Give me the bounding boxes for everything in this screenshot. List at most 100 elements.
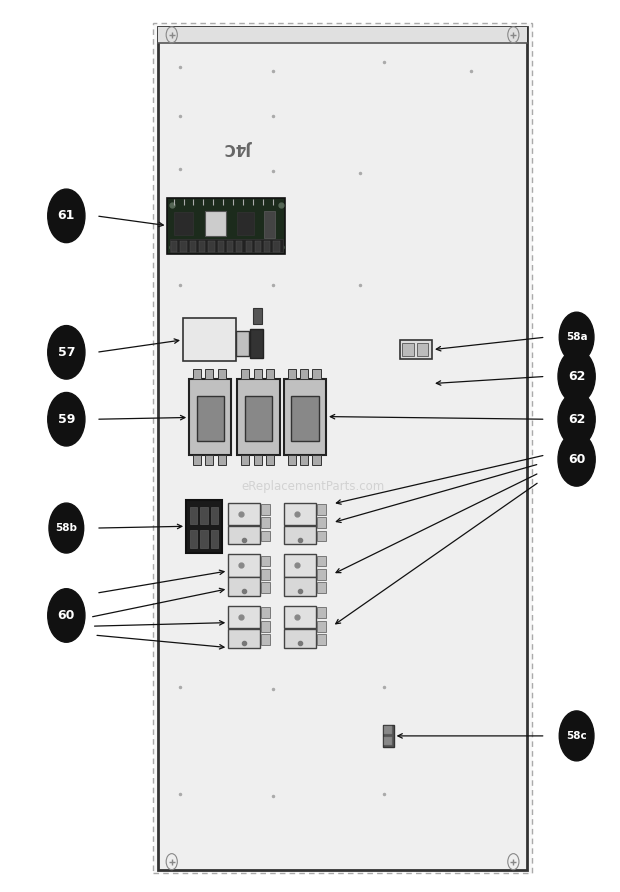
- Text: 60: 60: [568, 453, 585, 466]
- FancyBboxPatch shape: [273, 241, 280, 252]
- FancyBboxPatch shape: [284, 525, 316, 544]
- FancyBboxPatch shape: [253, 308, 262, 324]
- FancyBboxPatch shape: [384, 726, 392, 734]
- FancyBboxPatch shape: [288, 369, 296, 379]
- FancyBboxPatch shape: [197, 396, 224, 441]
- FancyBboxPatch shape: [158, 27, 527, 43]
- FancyBboxPatch shape: [284, 577, 316, 596]
- FancyBboxPatch shape: [261, 634, 270, 645]
- FancyBboxPatch shape: [300, 455, 308, 465]
- FancyBboxPatch shape: [255, 241, 261, 252]
- FancyBboxPatch shape: [241, 455, 249, 465]
- FancyBboxPatch shape: [153, 23, 532, 873]
- Text: J4C: J4C: [225, 140, 252, 154]
- FancyBboxPatch shape: [237, 379, 280, 455]
- Text: 57: 57: [58, 346, 75, 359]
- FancyBboxPatch shape: [317, 517, 326, 528]
- FancyBboxPatch shape: [261, 504, 270, 515]
- FancyBboxPatch shape: [317, 582, 326, 593]
- FancyBboxPatch shape: [317, 569, 326, 580]
- FancyBboxPatch shape: [261, 556, 270, 566]
- FancyBboxPatch shape: [284, 554, 316, 576]
- FancyBboxPatch shape: [261, 531, 270, 541]
- FancyBboxPatch shape: [193, 369, 201, 379]
- FancyBboxPatch shape: [236, 241, 242, 252]
- Text: 59: 59: [58, 413, 75, 425]
- FancyBboxPatch shape: [200, 530, 208, 548]
- FancyBboxPatch shape: [218, 241, 224, 252]
- FancyBboxPatch shape: [284, 502, 316, 524]
- FancyBboxPatch shape: [205, 211, 226, 236]
- FancyBboxPatch shape: [291, 396, 319, 441]
- Text: 58a: 58a: [566, 332, 587, 343]
- Text: 62: 62: [568, 370, 585, 383]
- FancyBboxPatch shape: [312, 455, 321, 465]
- FancyBboxPatch shape: [284, 629, 316, 648]
- FancyBboxPatch shape: [284, 379, 326, 455]
- FancyBboxPatch shape: [228, 606, 260, 628]
- FancyBboxPatch shape: [174, 212, 193, 235]
- FancyBboxPatch shape: [264, 211, 275, 238]
- FancyBboxPatch shape: [227, 241, 233, 252]
- FancyBboxPatch shape: [254, 369, 262, 379]
- Text: 61: 61: [58, 210, 75, 222]
- FancyBboxPatch shape: [186, 500, 222, 553]
- FancyBboxPatch shape: [167, 198, 285, 254]
- FancyBboxPatch shape: [261, 582, 270, 593]
- FancyBboxPatch shape: [199, 241, 205, 252]
- Circle shape: [48, 326, 85, 379]
- FancyBboxPatch shape: [384, 737, 392, 745]
- FancyBboxPatch shape: [171, 241, 177, 252]
- Circle shape: [48, 392, 85, 446]
- Text: eReplacementParts.com: eReplacementParts.com: [241, 480, 385, 492]
- Circle shape: [559, 312, 594, 362]
- FancyBboxPatch shape: [266, 455, 274, 465]
- Circle shape: [558, 392, 595, 446]
- FancyBboxPatch shape: [261, 607, 270, 618]
- FancyBboxPatch shape: [205, 369, 213, 379]
- FancyBboxPatch shape: [218, 455, 226, 465]
- FancyBboxPatch shape: [228, 629, 260, 648]
- Circle shape: [48, 189, 85, 243]
- Circle shape: [558, 433, 595, 486]
- Text: 62: 62: [568, 413, 585, 425]
- FancyBboxPatch shape: [254, 455, 262, 465]
- FancyBboxPatch shape: [200, 507, 208, 524]
- FancyBboxPatch shape: [250, 329, 263, 358]
- FancyBboxPatch shape: [190, 530, 197, 548]
- FancyBboxPatch shape: [158, 27, 527, 870]
- FancyBboxPatch shape: [300, 369, 308, 379]
- FancyBboxPatch shape: [218, 369, 226, 379]
- FancyBboxPatch shape: [317, 504, 326, 515]
- FancyBboxPatch shape: [266, 369, 274, 379]
- FancyBboxPatch shape: [312, 369, 321, 379]
- FancyBboxPatch shape: [317, 621, 326, 632]
- Circle shape: [559, 711, 594, 761]
- FancyBboxPatch shape: [211, 507, 218, 524]
- FancyBboxPatch shape: [261, 569, 270, 580]
- FancyBboxPatch shape: [208, 241, 215, 252]
- FancyBboxPatch shape: [211, 530, 218, 548]
- FancyBboxPatch shape: [236, 331, 249, 356]
- FancyBboxPatch shape: [190, 507, 197, 524]
- FancyBboxPatch shape: [190, 241, 196, 252]
- Circle shape: [558, 350, 595, 403]
- FancyBboxPatch shape: [317, 556, 326, 566]
- FancyBboxPatch shape: [245, 396, 272, 441]
- Text: 60: 60: [58, 609, 75, 622]
- FancyBboxPatch shape: [288, 455, 296, 465]
- FancyBboxPatch shape: [246, 241, 252, 252]
- FancyBboxPatch shape: [264, 241, 270, 252]
- FancyBboxPatch shape: [205, 455, 213, 465]
- FancyBboxPatch shape: [170, 239, 283, 252]
- FancyBboxPatch shape: [317, 634, 326, 645]
- FancyBboxPatch shape: [261, 517, 270, 528]
- FancyBboxPatch shape: [417, 343, 428, 356]
- FancyBboxPatch shape: [261, 621, 270, 632]
- FancyBboxPatch shape: [180, 241, 187, 252]
- FancyBboxPatch shape: [317, 531, 326, 541]
- FancyBboxPatch shape: [228, 502, 260, 524]
- Circle shape: [49, 503, 84, 553]
- FancyBboxPatch shape: [183, 318, 236, 361]
- FancyBboxPatch shape: [241, 369, 249, 379]
